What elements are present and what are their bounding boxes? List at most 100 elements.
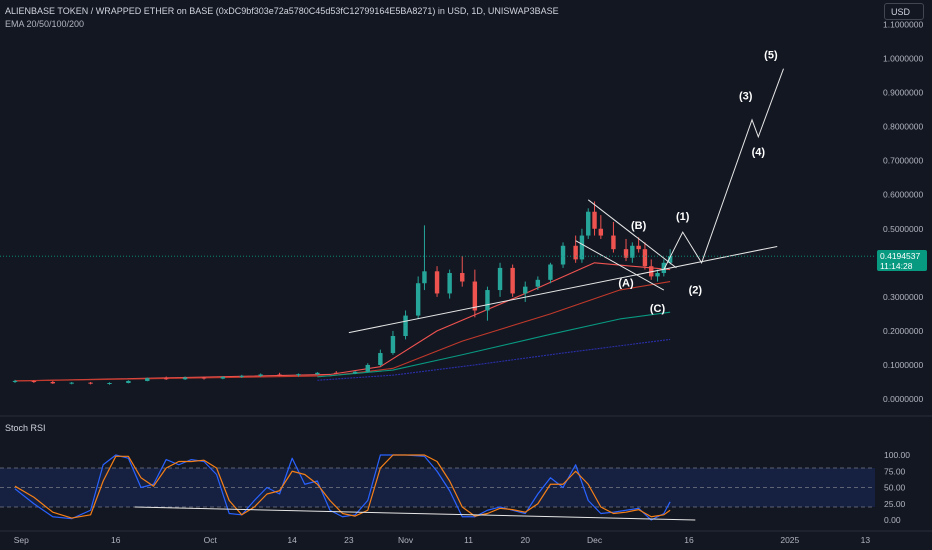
- price-tick-label: 0.1000000: [883, 360, 923, 370]
- candle-body: [50, 381, 55, 384]
- wave-label: (3): [739, 90, 753, 102]
- wave-label: (4): [752, 147, 766, 159]
- rsi-tick-label: 75.00: [884, 466, 906, 476]
- candle-body: [126, 380, 131, 383]
- candle-body: [655, 273, 660, 277]
- candles: [12, 201, 673, 385]
- candle-body: [460, 273, 465, 282]
- time-tick-label: 2025: [780, 535, 799, 545]
- chart-title: ALIENBASE TOKEN / WRAPPED ETHER on BASE …: [5, 6, 559, 16]
- candle-body: [579, 235, 585, 260]
- candle-body: [598, 228, 604, 236]
- rsi-line-k: [14, 454, 671, 521]
- candle-body: [548, 264, 553, 280]
- rsi-tick-label: 50.00: [884, 483, 906, 493]
- price-axis[interactable]: 0.00000000.10000000.20000000.30000000.40…: [883, 19, 923, 404]
- candle-body: [472, 281, 478, 311]
- candle-body: [630, 245, 635, 258]
- candle-body: [334, 372, 339, 374]
- time-axis[interactable]: Sep 16 Oct 14 23 Nov 11 20 Dec 16 2025 13: [14, 535, 871, 545]
- candle-body: [447, 273, 452, 294]
- support-trendline: [348, 245, 778, 334]
- wave-label: (2): [689, 284, 703, 296]
- wedge-upper-line: [587, 199, 677, 269]
- time-tick-label: 16: [111, 535, 121, 545]
- candle-body: [12, 380, 18, 382]
- candle-body: [145, 378, 150, 381]
- candle-body: [611, 235, 616, 250]
- candle-body: [315, 372, 320, 375]
- candle-body: [31, 380, 37, 382]
- ema-line-ema200: [317, 338, 671, 381]
- time-tick-label: 13: [861, 535, 871, 545]
- wave-label: (A): [618, 278, 634, 290]
- drawings: [0, 68, 875, 334]
- ema-line-ema50: [14, 280, 671, 382]
- price-tick-label: 1.1000000: [883, 19, 923, 29]
- wave-label: (1): [676, 211, 690, 223]
- rsi-divergence-line: [134, 506, 696, 521]
- price-tick-label: 0.8000000: [883, 122, 923, 132]
- candle-body: [485, 290, 490, 311]
- candle-body: [378, 353, 383, 365]
- ema-line-ema100: [317, 311, 671, 378]
- candle-body: [403, 315, 408, 337]
- ema-lines: [14, 262, 671, 382]
- time-tick-label: Dec: [587, 535, 603, 545]
- time-tick-label: Oct: [204, 535, 218, 545]
- indicator-legend[interactable]: EMA 20/50/100/200: [5, 19, 85, 29]
- candle-body: [586, 211, 591, 236]
- grid-lines: [0, 415, 932, 532]
- candle-body: [661, 262, 667, 274]
- candle-body: [107, 382, 112, 384]
- candle-body: [277, 374, 282, 376]
- candle-body: [642, 249, 648, 267]
- candle-body: [592, 211, 597, 229]
- price-tick-label: 0.5000000: [883, 224, 923, 234]
- last-price-tag: 0.4194537 11:14:28: [877, 250, 927, 272]
- candle-body: [239, 375, 244, 377]
- price-tick-label: 0.2000000: [883, 326, 923, 336]
- rsi-line-d: [14, 454, 671, 519]
- rsi-pane-title[interactable]: Stoch RSI: [5, 423, 46, 433]
- elliott-projection: [663, 68, 784, 270]
- wave-labels: (A) (B) (C) (1) (2) (3) (4) (5): [618, 50, 778, 316]
- candle-body: [296, 374, 301, 376]
- price-tick-label: 0.9000000: [883, 88, 923, 98]
- price-tick-label: 0.7000000: [883, 156, 923, 166]
- candle-body: [434, 271, 440, 294]
- candle-body: [258, 374, 263, 376]
- candle-body: [523, 286, 528, 294]
- candle-body: [497, 267, 503, 291]
- candle-body: [220, 376, 226, 379]
- time-tick-label: 11: [464, 535, 473, 545]
- ema-line-ema20: [14, 262, 671, 382]
- time-tick-label: 23: [344, 535, 354, 545]
- price-tick-label: 0.0000000: [883, 394, 923, 404]
- candle-body: [415, 283, 421, 316]
- rsi-lines: [14, 454, 696, 521]
- candle-body: [88, 382, 93, 384]
- time-tick-label: 16: [684, 535, 694, 545]
- candle-body: [510, 267, 515, 294]
- candle-body: [573, 245, 578, 260]
- candle-body: [201, 377, 207, 379]
- time-tick-label: Sep: [14, 535, 29, 545]
- candle-body: [352, 371, 358, 374]
- wave-label: (B): [631, 220, 647, 232]
- rsi-band: [0, 467, 875, 508]
- rsi-axis[interactable]: 100.00 75.00 50.00 25.00 0.00: [884, 450, 910, 525]
- rsi-tick-label: 0.00: [884, 515, 901, 525]
- candle-body: [69, 382, 74, 384]
- candle-body: [163, 378, 169, 380]
- currency-button[interactable]: USD: [884, 3, 924, 20]
- wedge-lower-line: [575, 240, 665, 291]
- wave-label: (C): [650, 303, 666, 315]
- candle-body: [390, 336, 396, 354]
- candle-body: [535, 279, 541, 287]
- price-tick-label: 1.0000000: [883, 54, 923, 64]
- wave-label: (5): [764, 50, 778, 62]
- candle-body: [560, 245, 566, 265]
- time-tick-label: 20: [521, 535, 531, 545]
